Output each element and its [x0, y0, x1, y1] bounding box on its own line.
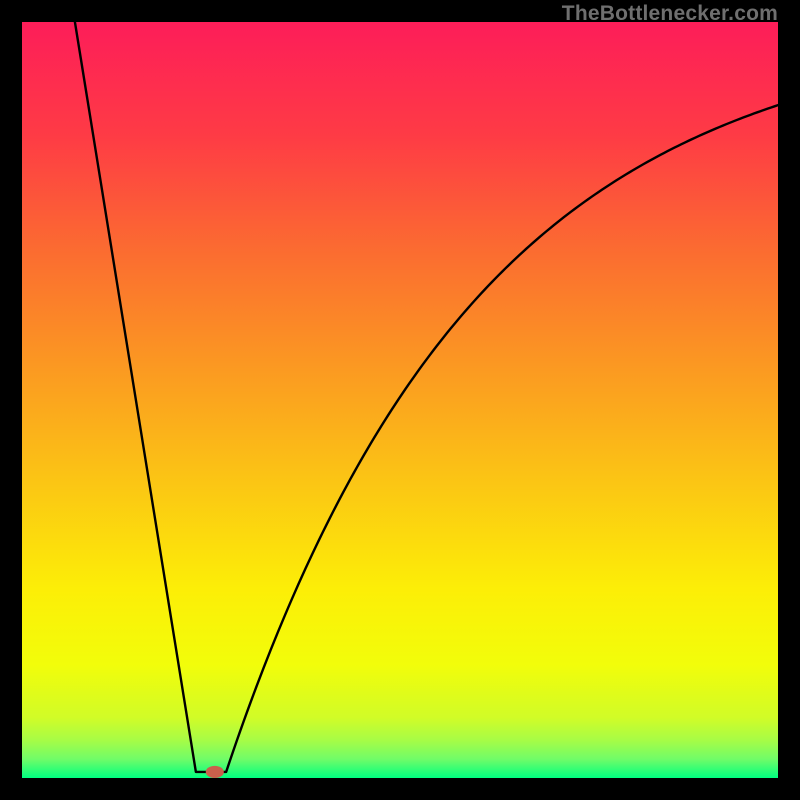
optimum-marker: [206, 766, 224, 778]
chart-container: TheBottlenecker.com: [0, 0, 800, 800]
chart-plot: [22, 22, 778, 778]
